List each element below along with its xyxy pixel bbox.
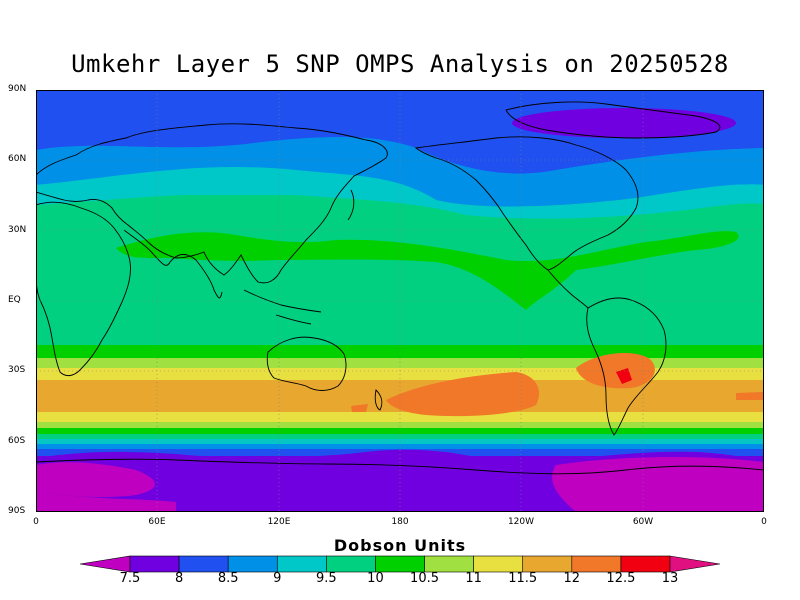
lon-label-60e: 60E <box>148 517 166 527</box>
south-pacific-max <box>386 372 540 417</box>
south-polar-min-east <box>552 456 764 512</box>
tropical-band-10.5 <box>116 231 739 310</box>
lon-label-0-east: 0 <box>761 517 767 527</box>
colorbar-swatch <box>178 555 229 573</box>
band-9-south <box>36 444 764 452</box>
lon-label-120e: 120E <box>267 517 291 527</box>
colorbar-label: 10 <box>367 571 384 586</box>
colorbar-label: 8 <box>174 571 184 586</box>
colorbar-label: 12.5 <box>606 571 636 586</box>
grid-lines <box>36 90 764 512</box>
colorbar-title: Dobson Units <box>333 536 467 555</box>
arctic-low-patch <box>512 108 736 138</box>
lat-label-90n: 90N <box>8 84 27 94</box>
colorbar-swatch <box>129 555 180 573</box>
band-10.5-south-b <box>36 428 764 438</box>
colorbar <box>79 555 721 573</box>
lat-label-60n: 60N <box>8 154 27 164</box>
lat-label-30n: 30N <box>8 225 27 235</box>
colorbar-swatch <box>620 555 671 573</box>
colorbar-swatch <box>522 555 573 573</box>
colorbar-swatch <box>276 555 327 573</box>
lon-label-180: 180 <box>391 517 409 527</box>
map-title: Umkehr Layer 5 SNP OMPS Analysis on 2025… <box>71 50 729 78</box>
lon-label-120w: 120W <box>507 517 535 527</box>
lon-label-0-west: 0 <box>33 517 39 527</box>
map-frame <box>36 90 764 512</box>
colorbar-label: 9.5 <box>316 571 337 586</box>
lat-label-30s: 30S <box>8 365 26 375</box>
south-polar-min-west <box>36 462 155 498</box>
map-canvas <box>36 90 764 512</box>
colorbar-label: 11 <box>465 571 482 586</box>
coastlines <box>36 101 764 475</box>
colorbar-label: 8.5 <box>217 571 239 586</box>
colorbar-swatch <box>571 555 622 573</box>
colorbar-swatch <box>424 555 474 573</box>
colorbar-swatch <box>669 555 721 573</box>
lon-label-60w: 60W <box>632 517 654 527</box>
lat-label-60s: 60S <box>8 436 26 446</box>
ozone-map <box>36 90 764 512</box>
south-america-max <box>576 353 655 389</box>
colorbar-swatch <box>326 555 376 573</box>
colorbar-swatch <box>375 555 425 573</box>
peak-13 <box>616 368 632 384</box>
colorbar-label: 13 <box>661 571 679 586</box>
colorbar-label: 12 <box>563 571 581 586</box>
lat-label-90s: 90S <box>8 506 26 516</box>
ozone-field <box>36 90 764 512</box>
lat-label-eq: EQ <box>8 295 21 305</box>
colorbar-label: 11.5 <box>508 571 538 586</box>
colorbar-swatch <box>473 555 524 573</box>
colorbar-label: 9 <box>273 571 282 586</box>
colorbar-label: 10.5 <box>410 571 439 586</box>
colorbar-label: 7.5 <box>119 571 141 586</box>
colorbar-swatch <box>227 555 278 573</box>
colorbar-swatch <box>79 555 131 573</box>
